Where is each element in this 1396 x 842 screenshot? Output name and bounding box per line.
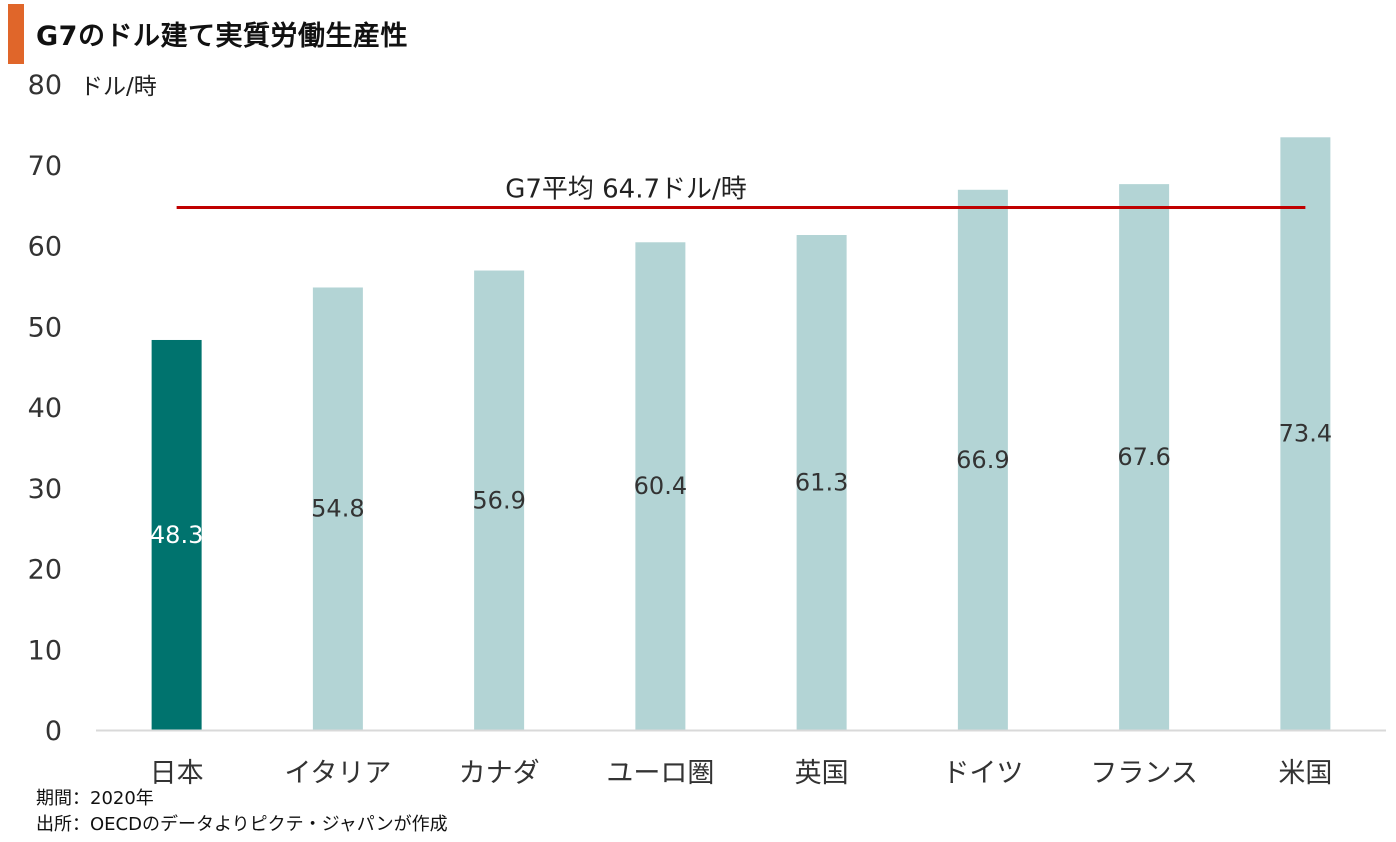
- bar: [474, 270, 525, 730]
- data-label: 67.6: [1117, 443, 1170, 471]
- category-label: カナダ: [459, 758, 540, 789]
- data-label: 60.4: [634, 472, 687, 500]
- y-tick-label: 80: [28, 70, 62, 101]
- data-label: 61.3: [795, 469, 848, 497]
- y-tick-label: 10: [28, 635, 62, 666]
- category-label: ドイツ: [942, 758, 1023, 789]
- y-tick-label: 0: [45, 716, 62, 747]
- bar: [796, 235, 847, 730]
- category-label: 英国: [795, 758, 849, 789]
- average-label: G7平均 64.7ドル/時: [505, 175, 747, 205]
- data-label: 54.8: [311, 495, 364, 523]
- y-tick-label: 30: [28, 474, 62, 505]
- bar: [957, 189, 1008, 731]
- y-tick-label: 40: [28, 393, 62, 424]
- data-label: 66.9: [956, 446, 1009, 474]
- period-note: 期間：2020年: [36, 788, 154, 809]
- category-label: イタリア: [284, 758, 391, 789]
- data-label: 73.4: [1279, 420, 1332, 448]
- y-tick-label: 20: [28, 555, 62, 586]
- bar: [1280, 137, 1331, 731]
- y-tick-label: 60: [28, 232, 62, 263]
- data-label: 48.3: [150, 521, 203, 549]
- y-tick-label: 70: [28, 151, 62, 182]
- y-axis-unit-label: ドル/時: [80, 74, 157, 100]
- category-label: フランス: [1090, 758, 1197, 789]
- chart-title: G7のドル建て実質労働生産性: [36, 21, 408, 52]
- bar: [1119, 184, 1170, 730]
- title-accent-bar: [8, 4, 24, 64]
- source-note: 出所：OECDのデータよりピクテ・ジャパンが作成: [36, 814, 448, 835]
- footnotes: 期間：2020年 出所：OECDのデータよりピクテ・ジャパンが作成: [36, 786, 448, 838]
- y-tick-label: 50: [28, 312, 62, 343]
- category-label: ユーロ圏: [606, 758, 714, 789]
- data-label: 56.9: [472, 486, 525, 514]
- bars-group: [151, 137, 1331, 731]
- bar: [151, 339, 202, 730]
- category-labels: 日本 イタリア カナダ ユーロ圏 英国 ドイツ フランス 米国: [150, 758, 1333, 789]
- category-label: 米国: [1278, 758, 1332, 789]
- data-labels: 48.3 54.8 56.9 60.4 61.3 66.9 67.6 73.4: [150, 420, 1332, 549]
- y-axis: 0 10 20 30 40 50 60 70 80: [28, 70, 62, 747]
- bar: [312, 287, 363, 730]
- bar: [635, 242, 686, 730]
- category-label: 日本: [150, 758, 204, 789]
